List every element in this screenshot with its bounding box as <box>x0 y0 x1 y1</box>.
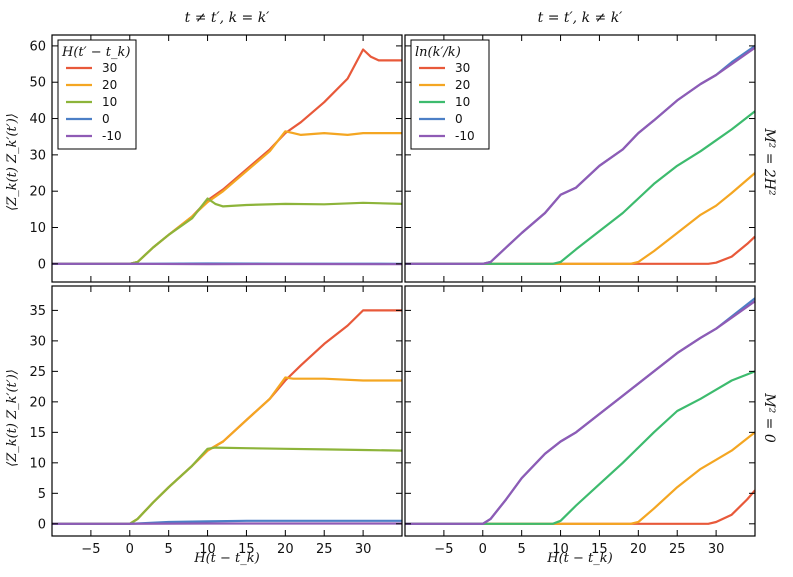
series-line-30 <box>52 310 402 523</box>
series-line-10 <box>405 371 755 523</box>
x-tick-label: 25 <box>316 542 333 557</box>
legend-title: H(t′ − t_k) <box>61 45 130 60</box>
y-tick-label: 5 <box>38 487 46 502</box>
axes-frame <box>405 286 755 536</box>
ylabel-top: ⟨Z_k(t) Z_k′(t′)⟩ <box>5 113 20 211</box>
legend-label-30: 30 <box>102 61 117 75</box>
legend: ln(k′/k)30 20 10 0 -10 <box>411 40 489 149</box>
x-tick-label: 20 <box>277 542 294 557</box>
series-line-20 <box>405 173 755 264</box>
x-tick-label: 25 <box>669 542 686 557</box>
y-tick-label: 20 <box>29 185 46 200</box>
x-tick-label: 30 <box>708 542 725 557</box>
x-tick-label: 10 <box>199 542 216 557</box>
panel-bottom-right: −5 0 5 10 15 20 25 30 <box>405 286 755 557</box>
series-line-30 <box>405 490 755 524</box>
x-tick-label: 15 <box>238 542 255 557</box>
series-line-0 <box>405 298 755 524</box>
legend-label-20: 20 <box>455 78 470 92</box>
legend-label-10: 10 <box>455 95 470 109</box>
x-tick-label: 20 <box>630 542 647 557</box>
y-tick-label: 20 <box>29 395 46 410</box>
legend-label--10: -10 <box>102 129 122 143</box>
y-tick-label: 35 <box>29 304 46 319</box>
x-tick-label: −5 <box>434 542 453 557</box>
y-tick-label: 0 <box>38 517 46 532</box>
x-tick-label: 0 <box>479 542 487 557</box>
y-tick-label: 10 <box>29 456 46 471</box>
series-line-20 <box>405 432 755 524</box>
y-tick-label: 25 <box>29 365 46 380</box>
y-tick-label: 50 <box>29 76 46 91</box>
legend-label--10: -10 <box>455 129 475 143</box>
x-tick-label: 30 <box>355 542 372 557</box>
series-line-10 <box>52 448 402 524</box>
y-tick-label: 10 <box>29 221 46 236</box>
legend-title: ln(k′/k) <box>415 45 461 60</box>
legend-label-20: 20 <box>102 78 117 92</box>
x-tick-label: 0 <box>126 542 134 557</box>
series-line-30 <box>405 237 755 264</box>
legend-label-10: 10 <box>102 95 117 109</box>
column-header-left: t ≠ t′, k = k′ <box>185 10 271 26</box>
row-label-bottom: M² = 0 <box>761 392 777 443</box>
legend-label-0: 0 <box>102 112 110 126</box>
y-tick-label: 40 <box>29 112 46 127</box>
legend-label-30: 30 <box>455 61 470 75</box>
legend: H(t′ − t_k)30 20 10 0 -10 <box>58 40 136 149</box>
x-tick-label: 5 <box>165 542 173 557</box>
column-header-right: t = t′, k ≠ k′ <box>538 10 624 26</box>
x-tick-label: 10 <box>552 542 569 557</box>
series-line--10 <box>405 301 755 524</box>
x-tick-label: 5 <box>518 542 526 557</box>
x-tick-label: −5 <box>81 542 100 557</box>
y-tick-label: 30 <box>29 148 46 163</box>
panel-bottom-left: 0 5 10 15 20 25 30 35 −5 0 5 10 15 20 25 30 <box>29 286 402 557</box>
legend-label-0: 0 <box>455 112 463 126</box>
y-tick-label: 60 <box>29 39 46 54</box>
y-tick-label: 15 <box>29 426 46 441</box>
series-line-20 <box>52 131 402 263</box>
x-tick-label: 15 <box>591 542 608 557</box>
panel-top-right: ln(k′/k)30 20 10 0 -10 <box>405 35 755 282</box>
y-tick-label: 30 <box>29 334 46 349</box>
y-tick-label: 0 <box>38 257 46 272</box>
ylabel-bottom: ⟨Z_k(t) Z_k′(t′)⟩ <box>5 369 20 467</box>
row-label-top: M² = 2H² <box>761 127 777 196</box>
series-line-10 <box>52 199 402 264</box>
